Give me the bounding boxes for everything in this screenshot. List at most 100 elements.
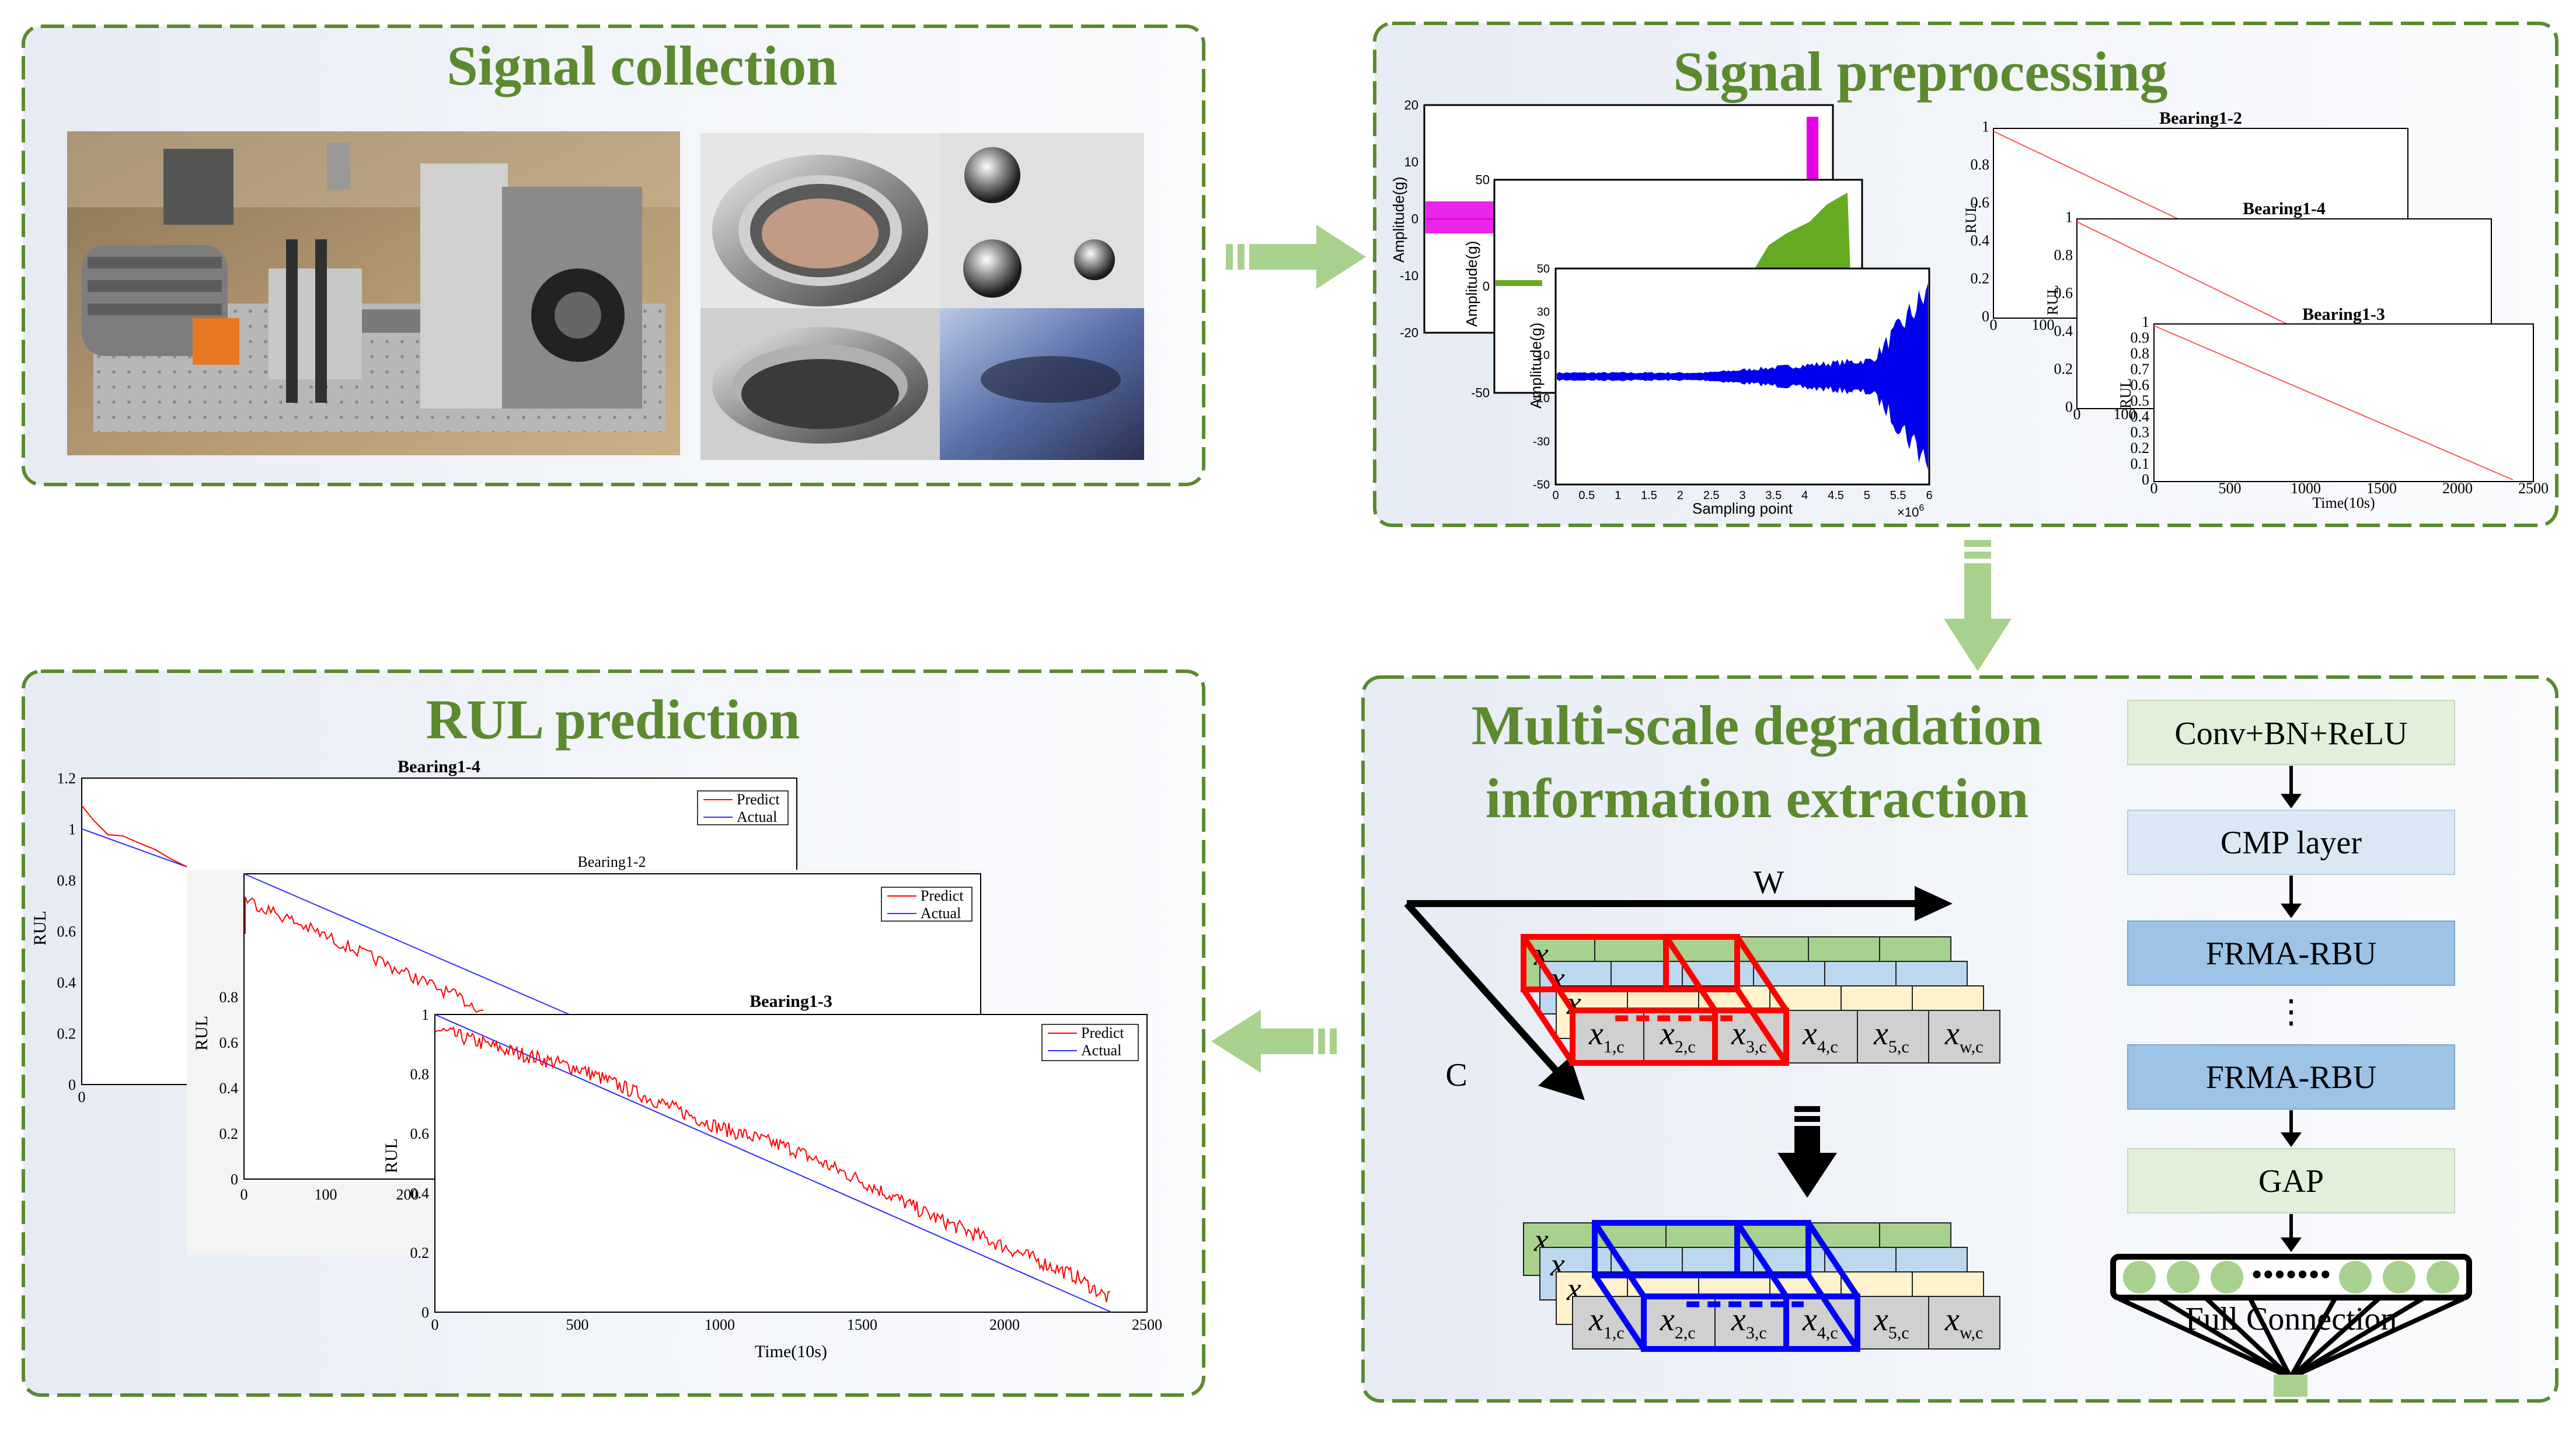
pred-ylabel-2: RUL [192, 1016, 211, 1051]
rul-label-ylabel-3: RUL [2117, 378, 2134, 409]
rl3-x-1: 500 [2219, 480, 2242, 497]
flow-arrow-2 [2281, 876, 2302, 918]
signal-collection-title: Signal collection [447, 34, 837, 97]
vibration-front-xlabel: Sampling point [1692, 500, 1793, 517]
tensorBottom-front-label-0: x1,c [1588, 1302, 1625, 1343]
rl1-y-5: 0 [1982, 308, 1989, 325]
rl1-x-0: 0 [1990, 316, 1998, 333]
vib-front-x-11: 5.5 [1890, 489, 1906, 502]
fc-line-4 [2288, 1298, 2337, 1379]
p3-x-1: 500 [566, 1316, 589, 1333]
vibration-mid-yticks: 50 0 -50 [1471, 173, 1490, 400]
tensor-axes: W C [1404, 864, 1953, 1100]
rul-label-ticks-1: 1 0.8 0.6 0.4 0.2 0 0 100 [1971, 118, 2055, 333]
fc-output-node [2274, 1375, 2307, 1397]
vib-back-y-2: 0 [1411, 212, 1418, 226]
rul-label-ylabel-1: RUL [1962, 203, 1979, 233]
rl2-y-4: 0.2 [2054, 361, 2073, 378]
rl1-y-0: 1 [1982, 118, 1989, 135]
vib-front-x-8: 4 [1801, 489, 1808, 502]
fc-nodes [2123, 1261, 2459, 1293]
vib-front-x-10: 5 [1864, 489, 1870, 502]
p3-x-3: 1500 [847, 1316, 877, 1333]
rl2-y-5: 0 [2065, 399, 2073, 416]
p1-y-4: 0.4 [57, 974, 76, 991]
rul-label-ticks-2: 1 0.8 0.6 0.4 0.2 0 0 100 [2054, 209, 2136, 423]
rl2-x-1: 100 [2114, 406, 2136, 423]
vib-front-x-1: 0.5 [1578, 489, 1595, 502]
pred-legend-actual-3: Actual [1081, 1042, 1121, 1059]
rl3-x-4: 2000 [2442, 480, 2473, 497]
p2-y-3: 0.2 [219, 1125, 239, 1142]
rl3-y-1: 0.9 [2131, 329, 2150, 346]
rl2-y-0: 1 [2065, 209, 2073, 226]
tensorTop-front-label-2: x3,c [1731, 1016, 1767, 1057]
pred-ticks-1: 1.2 1 0.8 0.6 0.4 0.2 00 [57, 770, 86, 1106]
tensorTop-selection-cube [1521, 934, 1789, 1066]
flow-arrow-1 [2281, 766, 2302, 808]
rl3-y-8: 0.2 [2131, 440, 2150, 456]
fc-line-2 [2205, 1297, 2292, 1379]
fc-line-0 [2118, 1296, 2292, 1380]
fc-node-3 [2339, 1261, 2372, 1293]
network-block-cmp: CMP layer [2127, 810, 2455, 875]
signal-preprocessing-title: Signal preprocessing [1673, 40, 2167, 103]
p2-x-0: 0 [240, 1186, 248, 1203]
block-conv-label: Conv+BN+ReLU [2174, 716, 2407, 752]
vib-mid-y-0: 50 [1476, 173, 1490, 187]
rl3-x-0: 0 [2150, 480, 2158, 497]
p3-y-0: 1 [421, 1006, 429, 1023]
pred-legend-predict-3: Predict [1081, 1024, 1124, 1041]
vibration-back-yticks: 20 10 0 -10 -20 [1400, 98, 1418, 340]
vib-front-x-5: 2.5 [1703, 489, 1720, 502]
rul-label-ylabel-2: RUL [2044, 285, 2061, 315]
rl3-y-5: 0.5 [2131, 392, 2150, 409]
vib-front-y-3: -10 [1533, 392, 1550, 405]
tensorTop-front-cell-5 [1928, 1010, 2000, 1064]
block-cmp-label: CMP layer [2221, 825, 2362, 861]
p3-x-4: 2000 [989, 1316, 1020, 1333]
rl3-y-7: 0.3 [2131, 424, 2150, 441]
network-block-frma-1: FRMA-RBU [2127, 921, 2455, 986]
tensorTop-front-label-5: xw,c [1944, 1016, 1983, 1057]
fc-dots: ••••••• [2251, 1257, 2331, 1293]
rl3-x-5: 2500 [2518, 480, 2549, 497]
rl1-y-4: 0.2 [1971, 270, 1990, 287]
pred-title-2: Bearing1-2 [578, 853, 646, 870]
block-frma-2-label: FRMA-RBU [2206, 1059, 2377, 1096]
fc-line-6 [2289, 1296, 2424, 1380]
network-block-frma-2: FRMA-RBU [2127, 1044, 2455, 1110]
block-gap-label: GAP [2258, 1163, 2324, 1200]
vib-front-x-9: 4.5 [1828, 489, 1844, 502]
tensorBottom-front-label-3: x4,c [1802, 1302, 1838, 1343]
tensor-bottom: x1,1x1,2x1,3x1,cx2,cx3,cx4,cx5,cxw,c [1523, 1220, 2000, 1352]
tensorBottom-front-label-5: xw,c [1944, 1302, 1983, 1343]
rl3-y-4: 0.6 [2131, 376, 2150, 393]
pred-xlabel-3: Time(10s) [755, 1342, 827, 1361]
vib-front-y-1: 30 [1537, 306, 1550, 319]
tensorBottom-front-label-2: x3,c [1731, 1302, 1767, 1343]
rul-prediction-title: RUL prediction [426, 688, 800, 751]
p3-y-1: 0.8 [410, 1066, 430, 1083]
rul-label-title-3: Bearing1-3 [2302, 305, 2385, 324]
p1-y-1: 1 [68, 821, 76, 838]
p1-y-0: 1.2 [57, 770, 76, 787]
fc-lines [2118, 1296, 2465, 1380]
tensorBottom-front-label-4: x5,c [1873, 1302, 1909, 1343]
p3-y-3: 0.4 [410, 1185, 430, 1202]
fc-line-5 [2289, 1297, 2380, 1379]
vibration-mid-ylabel: Amplitude(g) [1463, 241, 1480, 327]
full-connection-block: ••••••• Full Connection [2110, 1254, 2472, 1397]
tensorTop-front-cell-4 [1857, 1010, 1929, 1064]
fc-label: Full Connection [2185, 1301, 2397, 1337]
p1-x-0: 0 [78, 1089, 86, 1106]
rl3-x-3: 1500 [2366, 480, 2397, 497]
fc-line-7 [2289, 1296, 2465, 1380]
pred-predict-line-3 [434, 1026, 1110, 1303]
p2-y-2: 0.4 [219, 1080, 239, 1097]
pred-title-3: Bearing1-3 [750, 992, 832, 1011]
pred-legend-actual-2: Actual [921, 905, 961, 922]
rl2-x-0: 0 [2073, 406, 2081, 423]
vib-front-x-4: 2 [1677, 489, 1683, 502]
tensorTop-front-label-4: x5,c [1873, 1016, 1909, 1057]
